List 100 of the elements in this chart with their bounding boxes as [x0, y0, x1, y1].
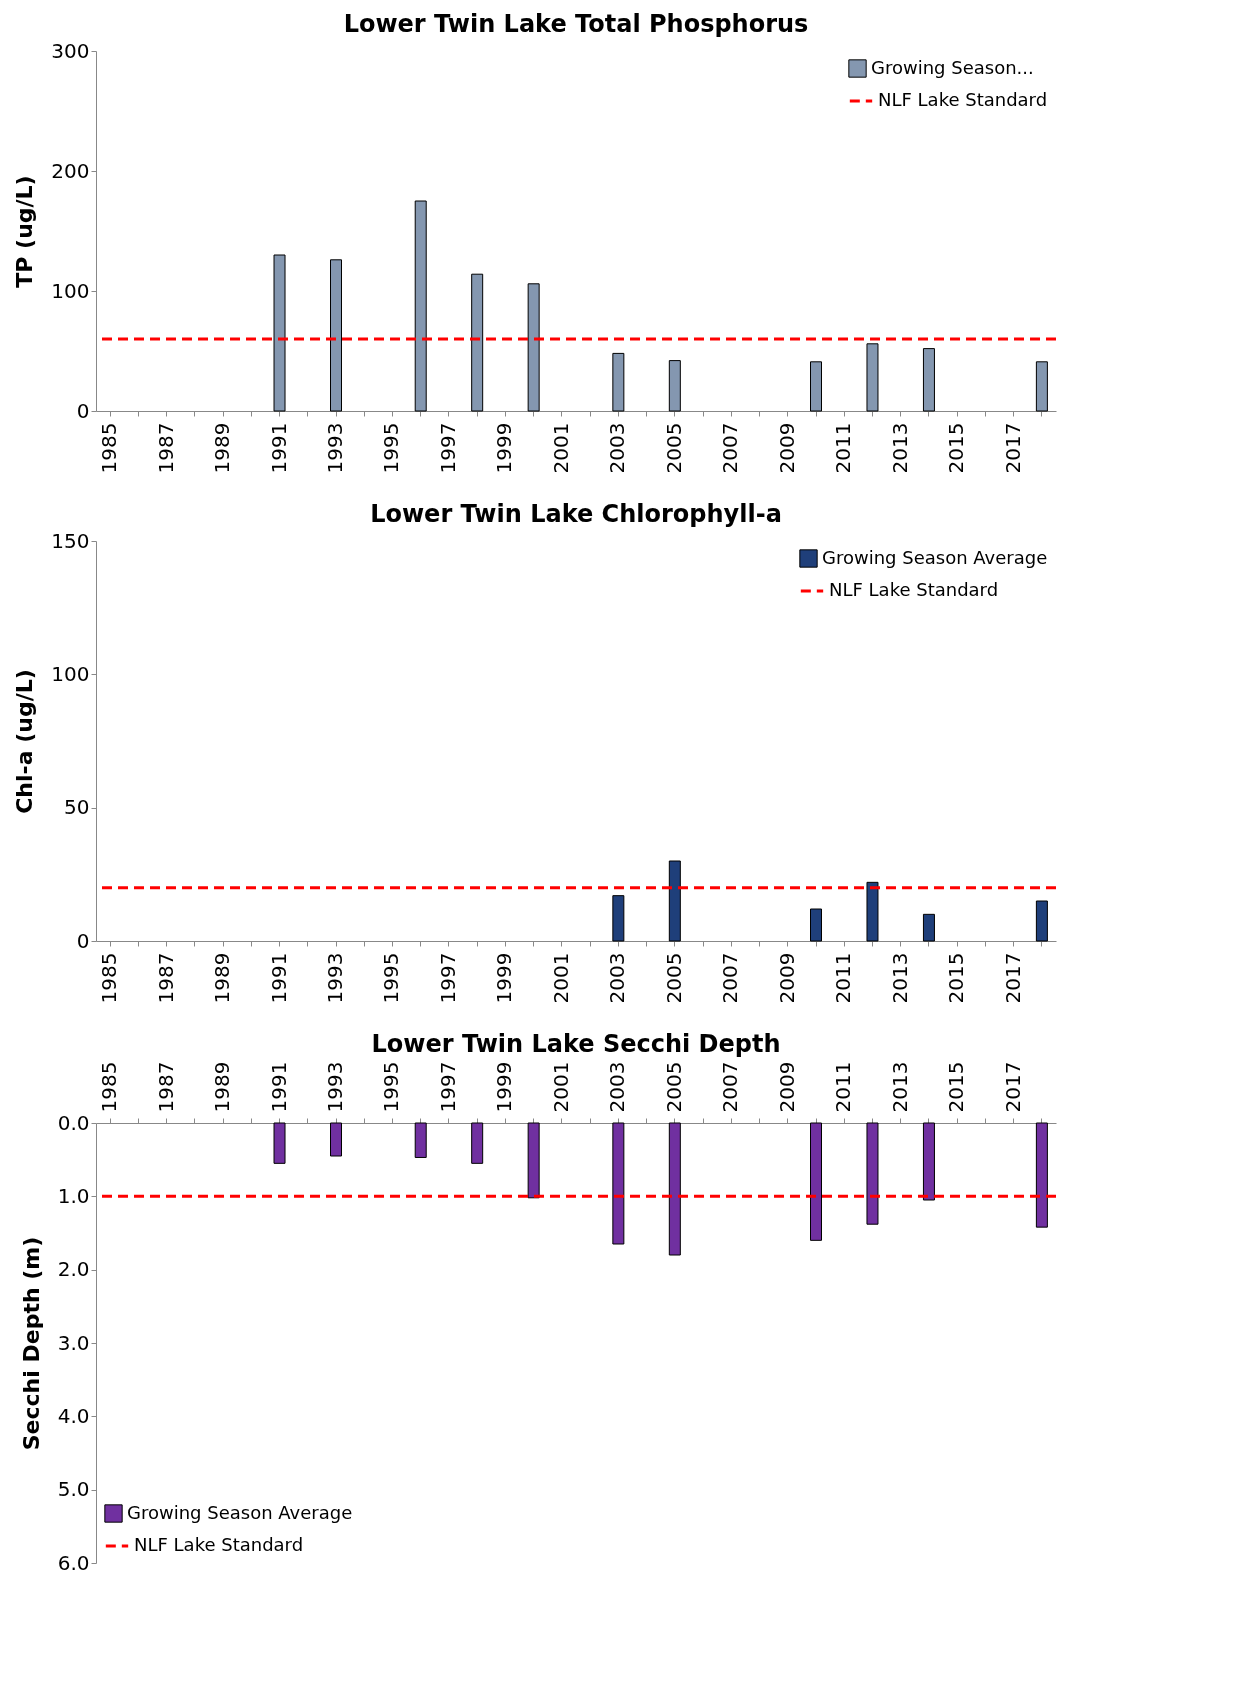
x-tick-label: 2011: [831, 952, 856, 1004]
legend-label: Growing Season...: [871, 56, 1034, 78]
chart-title: Lower Twin Lake Secchi Depth: [371, 1030, 781, 1059]
bar: [527, 1122, 540, 1199]
bar: [1035, 1122, 1048, 1228]
x-tick-label: 2017: [1000, 422, 1025, 474]
y-tick-label: 0.0: [57, 1110, 90, 1135]
x-tick-label: 1987: [153, 1061, 178, 1113]
y-tick-label: 0: [76, 928, 90, 953]
bar: [273, 1122, 286, 1164]
x-tick-label: 2011: [831, 1061, 856, 1113]
bar: [668, 360, 681, 412]
bar: [414, 200, 427, 412]
y-tick-label: 4.0: [57, 1403, 90, 1428]
x-tick-label: 2017: [1000, 952, 1025, 1004]
x-tick-label: 2015: [944, 1061, 969, 1113]
bar: [866, 881, 879, 942]
bar: [414, 1122, 427, 1158]
x-tick-label: 1995: [379, 1061, 404, 1113]
x-tick-label: 2005: [661, 422, 686, 474]
x-tick-label: 1989: [210, 952, 235, 1004]
x-tick-label: 2011: [831, 422, 856, 474]
bar: [612, 1122, 625, 1245]
y-tick-label: 3.0: [57, 1330, 90, 1355]
x-tick-label: 2013: [887, 952, 912, 1004]
x-tick-label: 1991: [266, 952, 291, 1004]
legend-label: NLF Lake Standard: [134, 1534, 304, 1555]
bar: [471, 1122, 484, 1164]
bar: [866, 1122, 879, 1225]
x-tick-label: 1995: [379, 952, 404, 1004]
x-tick-label: 1993: [323, 422, 347, 474]
bar: [668, 860, 681, 942]
y-tick-label: 100: [51, 661, 90, 686]
y-axis-title: TP (ug/L): [12, 175, 38, 288]
y-tick-label: 0: [76, 398, 90, 423]
x-tick-label: 1999: [492, 952, 517, 1004]
bar: [810, 361, 822, 412]
y-tick-label: 5.0: [57, 1477, 90, 1502]
x-tick-label: 1995: [379, 422, 404, 474]
bar: [866, 343, 879, 412]
chart-title: Lower Twin Lake Chlorophyll-a: [370, 500, 782, 528]
legend-label: NLF Lake Standard: [878, 89, 1048, 110]
legend-label: Growing Season Average: [822, 546, 1048, 568]
x-tick-label: 2007: [718, 422, 743, 474]
y-tick-label: 300: [51, 38, 90, 63]
x-tick-label: 2009: [774, 952, 799, 1004]
bar: [273, 254, 286, 412]
x-tick-label: 1999: [492, 1061, 517, 1113]
x-tick-label: 2003: [605, 1061, 630, 1113]
x-tick-label: 2007: [718, 1061, 743, 1113]
x-tick-label: 1991: [266, 1061, 291, 1113]
y-tick-label: 100: [51, 278, 90, 303]
bar: [330, 259, 342, 412]
x-tick-label: 1987: [153, 422, 178, 474]
x-tick-label: 2009: [774, 422, 799, 474]
x-tick-label: 2003: [605, 952, 630, 1004]
bar: [330, 1122, 342, 1157]
legend-label: NLF Lake Standard: [829, 579, 999, 600]
x-tick-label: 1989: [210, 1061, 235, 1113]
bar: [668, 1122, 681, 1256]
chart-title: Lower Twin Lake Total Phosphorus: [343, 10, 809, 38]
x-tick-label: 2005: [661, 952, 686, 1004]
x-tick-label: 1993: [323, 1061, 347, 1113]
bar: [471, 273, 484, 412]
x-tick-label: 2017: [1000, 1061, 1025, 1113]
bar: [810, 1122, 822, 1241]
bar: [810, 908, 822, 942]
bar: [612, 352, 625, 412]
x-tick-label: 1993: [323, 952, 347, 1004]
x-tick-label: 2013: [887, 1061, 912, 1113]
y-tick-label: 6.0: [57, 1550, 90, 1575]
bar: [1035, 361, 1048, 412]
x-tick-label: 2015: [944, 952, 969, 1004]
x-tick-label: 1985: [97, 1061, 122, 1113]
y-tick-label: 1.0: [57, 1183, 90, 1208]
x-tick-label: 1991: [266, 422, 291, 474]
bar: [527, 283, 540, 412]
x-tick-label: 1999: [492, 422, 517, 474]
bar: [612, 895, 625, 942]
y-axis-title: Chl-a (ug/L): [12, 669, 38, 814]
x-tick-label: 2007: [718, 952, 743, 1004]
x-tick-label: 2001: [548, 1061, 573, 1113]
x-tick-label: 1989: [210, 422, 235, 474]
bar: [922, 913, 935, 942]
legend-label: Growing Season Average: [127, 1501, 353, 1523]
x-tick-label: 1985: [97, 952, 122, 1004]
x-tick-label: 1997: [435, 1061, 460, 1113]
x-tick-label: 2005: [661, 1061, 686, 1113]
x-tick-label: 1987: [153, 952, 178, 1004]
bar: [1035, 900, 1048, 942]
x-tick-label: 2013: [887, 422, 912, 474]
x-tick-label: 2001: [548, 952, 573, 1004]
x-tick-label: 1997: [435, 952, 460, 1004]
x-tick-label: 2001: [548, 422, 573, 474]
bar: [922, 1122, 935, 1201]
y-tick-label: 50: [64, 795, 90, 820]
y-tick-label: 2.0: [57, 1257, 90, 1282]
x-tick-label: 1985: [97, 422, 122, 474]
y-axis-title: Secchi Depth (m): [18, 1236, 44, 1451]
y-tick-label: 150: [51, 528, 90, 553]
